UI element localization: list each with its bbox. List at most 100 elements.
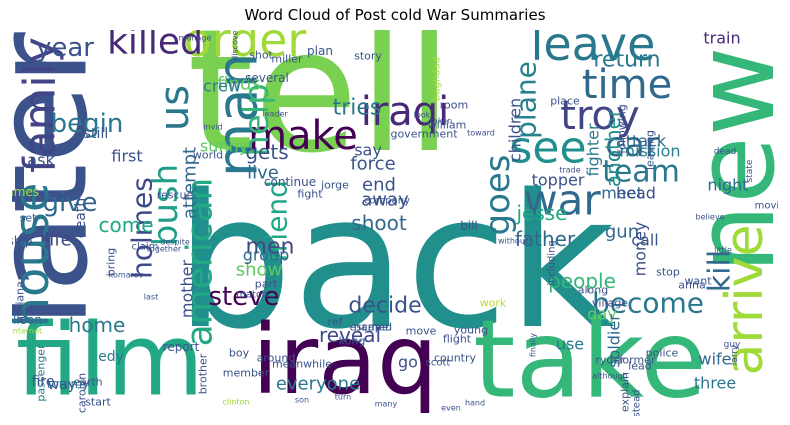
word-ask: ask xyxy=(27,151,55,170)
word-around: around xyxy=(257,352,296,365)
word-believe: believe xyxy=(695,213,724,222)
word-head: head xyxy=(616,184,656,203)
word-lead: lead xyxy=(628,360,652,373)
word-little: little xyxy=(714,246,732,255)
word-flight: flight xyxy=(443,333,472,346)
word-ryder: ryder xyxy=(595,354,625,367)
word-call: call xyxy=(631,231,659,250)
word-balloon: balloon xyxy=(12,313,42,327)
word-way: way xyxy=(48,377,76,393)
word-holmes: holmes xyxy=(126,177,159,279)
word-adriana: adriana xyxy=(14,281,27,323)
word-trade: trade xyxy=(559,166,580,175)
word-leaving: leaving xyxy=(644,130,657,170)
word-together: together xyxy=(147,245,182,254)
word-look: look xyxy=(414,111,431,120)
word-company: company xyxy=(364,196,410,207)
word-away: away xyxy=(361,190,409,211)
word-invid: invid xyxy=(203,123,222,132)
word-finally: finally xyxy=(529,333,538,357)
word-life: life xyxy=(44,230,71,251)
word-attack: attack xyxy=(616,132,667,151)
word-killed: killed xyxy=(107,30,203,63)
word-iraqi: iraqi xyxy=(361,89,450,135)
word-us: us xyxy=(152,85,198,131)
word-say: say xyxy=(354,141,382,160)
word-son: son xyxy=(295,396,309,405)
word-day: day xyxy=(587,305,616,324)
word-wife: wife xyxy=(698,350,731,369)
word-plan: plan xyxy=(307,44,333,58)
word-anternet: anternet xyxy=(12,327,42,336)
word-money: money xyxy=(631,222,650,277)
word-claim: claim xyxy=(132,242,159,253)
word-william: william xyxy=(428,119,467,132)
word-larry: larry xyxy=(730,344,740,365)
word-family: family xyxy=(15,37,66,173)
word-mother: mother xyxy=(178,259,197,318)
word-men: men xyxy=(246,235,295,260)
word-begin: begin xyxy=(51,109,124,139)
word-start: start xyxy=(85,396,111,409)
word-train: train xyxy=(703,30,740,48)
word-work: work xyxy=(480,297,507,310)
word-soldier: soldier xyxy=(605,314,624,368)
word-everyone: everyone xyxy=(276,374,360,395)
word-year: year xyxy=(36,33,94,63)
word-see: see xyxy=(509,123,586,174)
word-return: return xyxy=(593,48,660,73)
word-leave: leave xyxy=(531,30,656,71)
word-first: first xyxy=(111,147,142,166)
word-another: another xyxy=(601,108,625,187)
word-want: want xyxy=(684,275,712,288)
word-tommy: tommy xyxy=(47,377,90,391)
word-reveal: reveal xyxy=(319,323,381,347)
word-team: team xyxy=(602,155,680,190)
word-following: following xyxy=(616,104,629,153)
word-show: show xyxy=(236,260,283,281)
word-ship: ship xyxy=(12,234,32,248)
word-film: film xyxy=(16,302,204,417)
word-manage: manage xyxy=(179,34,212,43)
word-move: move xyxy=(406,325,437,338)
word-even: even xyxy=(441,404,461,413)
word-go: go xyxy=(398,353,418,372)
word-take: take xyxy=(473,298,707,417)
word-state: state xyxy=(745,159,755,182)
word-edy: edy xyxy=(98,349,124,365)
word-meanwhile: meanwhile xyxy=(272,358,332,371)
word-come: come xyxy=(98,213,153,237)
word-fire: fire xyxy=(32,374,55,390)
word-bill: bill xyxy=(460,219,478,233)
word-kong: kong xyxy=(339,335,366,348)
word-movie: movie xyxy=(755,201,778,212)
word-village: village xyxy=(592,297,628,310)
chart-title: Word Cloud of Post cold War Summaries xyxy=(244,6,546,24)
word-order: order xyxy=(184,30,307,67)
word-war: war xyxy=(523,176,601,225)
word-despite: despite xyxy=(160,238,190,247)
word-story: story xyxy=(354,50,382,63)
word-man: man xyxy=(206,53,271,177)
word-young: young xyxy=(454,324,488,337)
word-steve: steve xyxy=(208,282,279,312)
word-father: father xyxy=(515,227,576,251)
word-miller: miller xyxy=(271,53,303,66)
word-later: later xyxy=(12,32,117,328)
word-carolyn: carolyn xyxy=(76,373,89,413)
word-world: world xyxy=(193,149,223,162)
word-leader: leader xyxy=(262,110,288,119)
word-jesse: jesse xyxy=(515,201,567,225)
word-death: death xyxy=(73,198,89,238)
word-without: without xyxy=(498,237,528,246)
word-give: give xyxy=(42,188,97,218)
word-gets: gets xyxy=(245,140,288,164)
word-people: people xyxy=(548,269,616,293)
word-part: part xyxy=(255,278,278,291)
word-police: police xyxy=(646,347,679,360)
word-taken: taken xyxy=(430,117,452,126)
word-night: night xyxy=(707,176,748,195)
word-home: home xyxy=(69,313,126,337)
word-baghdad: baghdad xyxy=(432,57,443,101)
word-ref: ref xyxy=(328,316,344,329)
